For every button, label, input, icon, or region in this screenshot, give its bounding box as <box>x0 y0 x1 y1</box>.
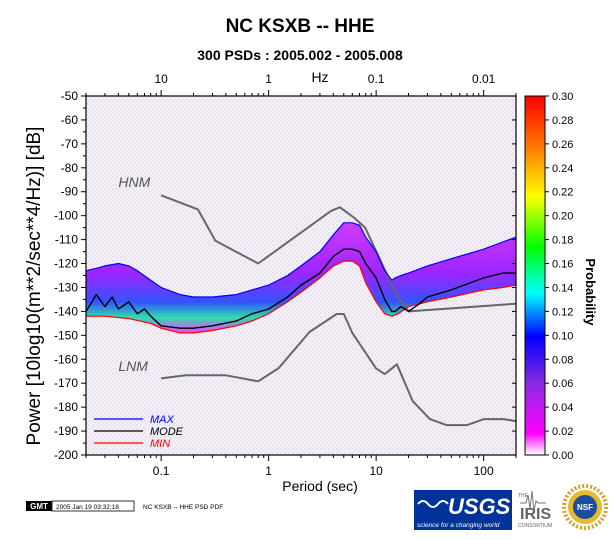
chart-title: NC KSXB -- HHE <box>226 16 375 37</box>
timestamp-box <box>51 500 135 512</box>
y-tick-label: -80 <box>61 161 79 175</box>
iris-logo-consortium: CONSORTIUM <box>518 523 552 529</box>
figure-caption: NC KSXB -- HHE PSD PDF <box>143 504 223 511</box>
colorbar-tick-label: 0.14 <box>552 282 573 294</box>
y-tick-label: -160 <box>54 352 78 366</box>
colorbar-tick-label: 0.06 <box>552 378 573 390</box>
footer: GMT 2005 Jan 19 03:32:18 NC KSXB -- HHE … <box>26 484 608 530</box>
usgs-logo-background <box>414 490 512 530</box>
series-layer <box>86 194 516 427</box>
x-tick-label: 100 <box>474 464 494 478</box>
top-axis-label: Hz <box>311 69 328 85</box>
iris-logo-seismogram-icon <box>520 490 546 512</box>
y-tick-label: -50 <box>61 89 79 103</box>
colorbar-tick-label: 0.08 <box>552 354 573 366</box>
x-tick-label: 10 <box>369 464 383 478</box>
nsf-seal: NSF <box>562 484 608 530</box>
y-tick-label: -60 <box>61 113 79 127</box>
legend-label-max: MAX <box>150 414 175 426</box>
colorbar-tick-label: 0.20 <box>552 211 573 223</box>
y-tick-label: -140 <box>54 304 78 318</box>
y-axis-label: Power [10log10(m**2/sec**4/Hz)] [dB] <box>24 127 45 446</box>
series-line-max <box>86 222 516 298</box>
y-axis: -50 -60 -70 -80 -90 -100 -110 -120 -130 -140 -150 -… <box>54 89 516 462</box>
usgs-logo-text: USGS <box>448 494 511 519</box>
gmt-badge-text: GMT <box>30 502 48 511</box>
colorbar-tick-label: 0.30 <box>552 91 573 103</box>
series-line-mode <box>86 248 516 329</box>
x-tick-label: 0.1 <box>153 464 170 478</box>
y-tick-label: -170 <box>54 376 78 390</box>
series-line-hnm <box>160 194 516 313</box>
legend-label-mode: MODE <box>150 426 184 438</box>
colorbar-label: Probability <box>583 258 598 326</box>
iris-consortium-logo: THE IRIS CONSORTIUM <box>518 490 552 529</box>
legend: MAX MODE MIN <box>94 414 184 450</box>
usgs-logo-tagline: science for a changing world <box>417 522 500 529</box>
x-axis-label: Period (sec) <box>282 478 357 494</box>
top-tick-label: 0.1 <box>368 72 385 86</box>
top-tick-label: 1 <box>265 72 272 86</box>
usgs-logo-wave <box>417 500 449 508</box>
colorbar-tick-label: 0.16 <box>552 259 573 271</box>
iris-logo-the: THE <box>518 493 529 499</box>
colorbar-tick-label: 0.22 <box>552 187 573 199</box>
colorbar-tick-label: 0.12 <box>552 306 573 318</box>
colorbar-tick-label: 0.00 <box>552 450 573 462</box>
nsf-seal-text: NSF <box>577 503 593 512</box>
y-tick-label: -200 <box>54 448 78 462</box>
colorbar-tick-label: 0.24 <box>552 163 573 175</box>
annotation-layer: HNM LNM <box>118 174 150 374</box>
x-axis: 0.1 1 10 100 <box>85 90 517 478</box>
top-tick-label: 0.01 <box>472 72 496 86</box>
y-tick-label: -90 <box>61 185 79 199</box>
probability-band <box>86 222 516 333</box>
y-tick-label: -130 <box>54 280 78 294</box>
y-tick-label: -120 <box>54 257 78 271</box>
colorbar-tick-label: 0.28 <box>552 115 573 127</box>
series-line-min <box>86 260 516 334</box>
colorbar-tick-label: 0.18 <box>552 235 573 247</box>
chart-subtitle: 300 PSDs : 2005.002 - 2005.008 <box>197 47 403 63</box>
timestamp: 2005 Jan 19 03:32:18 <box>56 504 119 511</box>
y-tick-label: -70 <box>61 137 79 151</box>
y-tick-label: -180 <box>54 400 78 414</box>
colorbar-ticks: 0.00 0.02 0.04 0.06 0.08 0.10 0.12 0.14 0.16 0.18… <box>545 91 573 462</box>
colorbar-tick-label: 0.04 <box>552 402 573 414</box>
y-tick-label: -190 <box>54 424 78 438</box>
y-tick-label: -100 <box>54 209 78 223</box>
top-axis: 10 1 0.1 0.01 <box>154 72 495 86</box>
series-line-lnm <box>160 313 516 427</box>
y-tick-label: -110 <box>55 233 78 247</box>
iris-logo-text: IRIS <box>520 506 551 523</box>
gmt-badge <box>26 501 52 511</box>
usgs-logo: USGS science for a changing world <box>414 490 512 530</box>
x-tick-label: 1 <box>265 464 272 478</box>
annotation-hnm: HNM <box>118 174 150 190</box>
y-tick-label: -150 <box>54 328 78 342</box>
nsf-seal-core <box>573 495 597 519</box>
legend-label-min: MIN <box>150 438 170 450</box>
colorbar <box>524 95 546 456</box>
top-tick-label: 10 <box>154 72 168 86</box>
colorbar-tick-label: 0.10 <box>552 330 573 342</box>
nsf-seal-rays <box>562 484 608 530</box>
annotation-lnm: LNM <box>118 358 148 374</box>
colorbar-tick-label: 0.02 <box>552 426 573 438</box>
colorbar-tick-label: 0.26 <box>552 139 573 151</box>
